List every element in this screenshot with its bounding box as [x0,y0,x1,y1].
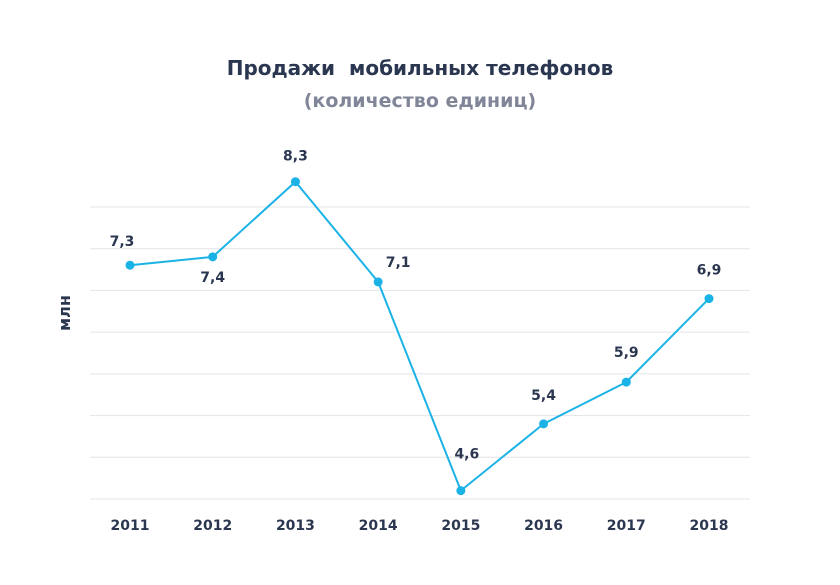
data-label: 7,4 [200,270,225,286]
series-line [129,180,710,492]
x-tick-label: 2018 [690,518,729,534]
data-point [125,260,135,270]
data-point [373,277,383,287]
x-tick-label: 2011 [111,518,150,534]
gridlines [90,206,750,500]
data-point [704,294,714,304]
y-axis-label: млн [55,295,74,331]
data-label: 4,6 [454,447,479,463]
data-label: 5,9 [614,345,639,361]
data-point [290,177,300,187]
data-point [456,486,466,496]
x-tick-label: 2014 [359,518,398,534]
x-tick-label: 2015 [441,518,480,534]
data-label: 7,3 [110,234,135,250]
chart-subtitle: (количество единиц) [303,90,537,112]
x-axis-ticks: 2011 2012 2013 2014 2015 2016 2017 2018 [111,518,729,534]
x-tick-label: 2016 [524,518,563,534]
data-point [208,252,218,262]
series-group: 7,3 7,4 8,3 7,1 4,6 5,4 5,9 6,9 [110,149,722,496]
chart-title: Продажи мобильных телефонов [226,56,614,80]
data-label: 7,1 [386,255,411,271]
data-point [539,419,549,429]
x-tick-label: 2017 [607,518,646,534]
x-tick-label: 2013 [276,518,315,534]
data-label: 8,3 [283,149,308,165]
data-label: 6,9 [697,263,722,279]
data-label: 5,4 [531,388,556,404]
data-point [621,377,631,387]
x-tick-label: 2012 [193,518,232,534]
